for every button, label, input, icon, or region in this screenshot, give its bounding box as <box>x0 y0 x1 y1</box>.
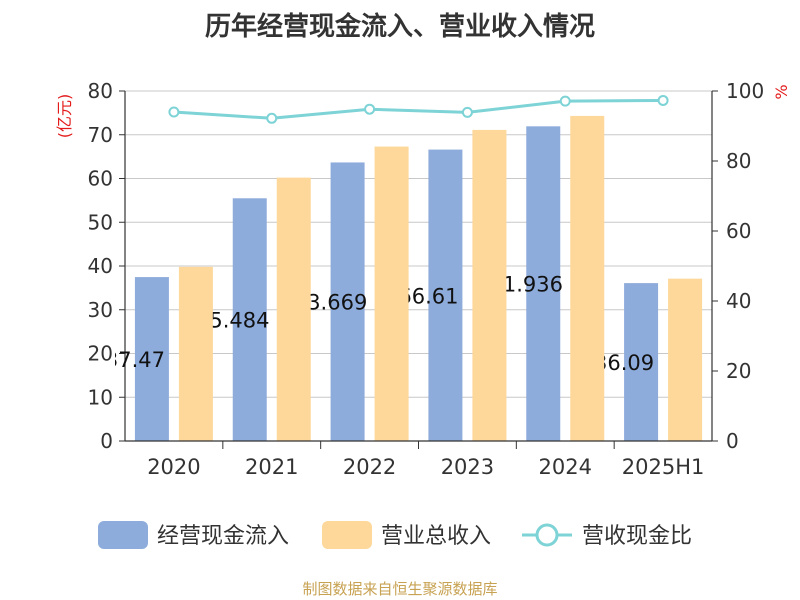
line-point <box>657 94 669 106</box>
data-label: 55.484 <box>196 309 269 333</box>
chart-title: 历年经营现金流入、营业收入情况 <box>204 12 595 42</box>
bar-revenue <box>276 177 311 441</box>
legend-swatch-cash-inflow <box>98 521 148 549</box>
y-left-unit: (亿元) <box>55 94 74 139</box>
x-tick-label: 2024 <box>539 455 592 479</box>
data-labels: 37.47 55.484 63.669 66.61 71.936 36.09 <box>105 273 654 375</box>
legend-label-ratio: 营收现金比 <box>582 524 692 549</box>
line-point <box>266 112 278 124</box>
legend-label-cash-inflow: 经营现金流入 <box>157 524 289 549</box>
data-label: 36.09 <box>594 351 654 375</box>
legend: 经营现金流入 营业总收入 营收现金比 <box>98 521 692 549</box>
bar-cash-inflow <box>330 162 365 441</box>
data-label: 71.936 <box>490 273 563 297</box>
y-right-tick-label: 20 <box>726 359 751 383</box>
y-left-tick-label: 30 <box>88 298 113 322</box>
legend-swatch-revenue <box>322 521 372 549</box>
legend-swatch-ratio-marker <box>535 523 559 547</box>
x-tick-label: 2023 <box>441 455 494 479</box>
axes: 0 10 20 30 40 50 60 70 80 0 20 40 60 80 100 (亿元)% 2020 20… <box>55 79 791 479</box>
line-series <box>168 94 669 124</box>
bar-cash-inflow <box>428 149 463 442</box>
y-right-tick-label: 40 <box>726 289 751 313</box>
bar-revenue <box>668 278 703 441</box>
line-point <box>364 103 376 115</box>
data-label: 37.47 <box>105 348 165 372</box>
bar-cash-inflow <box>134 277 169 441</box>
y-left-tick-label: 60 <box>88 167 113 191</box>
bar-cash-inflow <box>526 126 561 442</box>
x-tick-label: 2021 <box>245 455 298 479</box>
data-label: 63.669 <box>294 291 367 315</box>
y-left-tick-label: 0 <box>100 429 113 453</box>
legend-label-revenue: 营业总收入 <box>381 524 491 549</box>
y-left-tick-label: 40 <box>88 254 113 278</box>
line-point <box>168 106 180 118</box>
y-left-tick-label: 80 <box>88 79 113 103</box>
y-left-tick-label: 50 <box>88 210 113 234</box>
x-tick-label: 2020 <box>147 455 200 479</box>
y-right-unit: % <box>772 84 791 99</box>
y-left-tick-label: 20 <box>88 342 113 366</box>
bar-cash-inflow <box>232 198 267 441</box>
grid-lines <box>125 90 712 398</box>
bar-revenue <box>178 266 213 441</box>
x-tick-label: 2025H1 <box>622 455 705 479</box>
line-point <box>461 106 473 118</box>
y-right-tick-label: 80 <box>726 149 751 173</box>
line-point <box>559 95 571 107</box>
data-label: 66.61 <box>398 284 458 308</box>
bar-revenue <box>374 146 409 441</box>
x-tick-label: 2022 <box>343 455 396 479</box>
y-right-tick-label: 100 <box>726 79 764 103</box>
bar-series <box>134 115 703 442</box>
bar-cash-inflow <box>624 283 659 441</box>
y-right-tick-label: 60 <box>726 219 751 243</box>
y-left-tick-label: 10 <box>88 385 113 409</box>
bar-revenue <box>570 115 605 441</box>
source-note: 制图数据来自恒生聚源数据库 <box>302 580 498 598</box>
line-cash-revenue-ratio <box>173 98 664 120</box>
y-right-tick-label: 0 <box>726 429 739 453</box>
bar-revenue <box>472 129 507 441</box>
y-left-tick-label: 70 <box>88 123 113 147</box>
